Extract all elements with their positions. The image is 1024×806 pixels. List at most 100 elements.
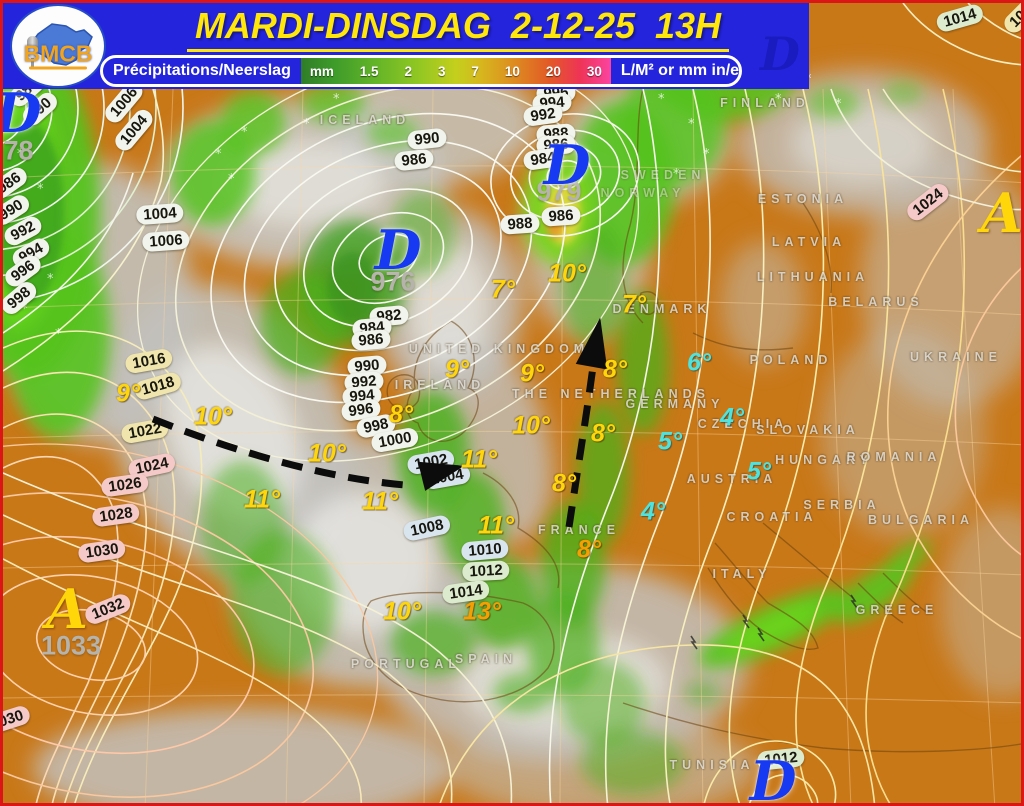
svg-text:*: * — [658, 92, 665, 107]
pressure-system-letter: D — [3, 86, 41, 140]
isobar-label: 1014 — [441, 579, 491, 605]
svg-text:*: * — [21, 302, 28, 317]
temperature-label: 5° — [658, 427, 682, 456]
temperature-label: 13° — [463, 597, 501, 626]
cloud-layer — [3, 63, 1021, 803]
country-label: SPAIN — [454, 652, 518, 666]
isobar-labels-layer: 988 990 1006 1004 986 990 992 994 996 998 1004 1006… — [3, 3, 1021, 803]
country-label: AUSTRIA — [686, 472, 778, 486]
country-label: UKRAINE — [910, 350, 1002, 364]
temperature-label: 10° — [512, 411, 550, 440]
country-label: UNITED KINGDOM — [408, 342, 590, 356]
isobar-label: 986 — [540, 205, 582, 227]
temperature-label: 11° — [478, 511, 514, 540]
legend-scale-label: 20 — [545, 63, 561, 79]
temperature-label: 11° — [461, 445, 497, 474]
svg-text:*: * — [775, 92, 782, 107]
country-label: FINLAND — [720, 96, 810, 110]
temperature-label: 8° — [577, 535, 601, 564]
svg-text:*: * — [47, 272, 54, 287]
legend-label-left: Précipitations/Neerslag — [113, 62, 291, 79]
west-flow-arrow — [151, 415, 406, 489]
pressure-center-value: 979 — [536, 176, 582, 207]
country-label: LITHUANIA — [756, 270, 870, 284]
country-label: GREECE — [855, 603, 939, 617]
isobar-label: 992 — [3, 213, 45, 249]
pressure-system-letter: D — [749, 749, 797, 806]
isobar-label: 994 — [9, 235, 53, 271]
isobar-label: 1008 — [401, 513, 453, 543]
country-label: BULGARIA — [868, 513, 974, 527]
temperature-label: 11° — [244, 485, 280, 514]
isobar-label: 1006 — [141, 229, 191, 253]
page-title: MARDI-DINSDAG 2-12-25 13H — [143, 5, 773, 52]
temperature-label: 10° — [194, 402, 232, 431]
country-label: ICELAND — [319, 113, 411, 127]
isobar-label: 1030 — [3, 703, 33, 737]
precip-layer — [3, 36, 931, 795]
isobar-label: 1004 — [135, 202, 185, 226]
isobar-label: 990 — [3, 191, 33, 229]
country-label: PORTUGAL — [350, 657, 462, 671]
isobar-label: 1024 — [903, 179, 953, 225]
isobar-label: 984 — [522, 146, 564, 172]
temperature-label: 7° — [491, 275, 515, 304]
svg-text:*: * — [241, 125, 248, 140]
isobar-label: 1000 — [370, 426, 420, 454]
isobar-label: 990 — [346, 354, 388, 378]
temperature-label: 10° — [308, 439, 346, 468]
legend-scale: mm 1.5 2 3 7 10 20 30 — [300, 58, 611, 84]
temperature-label: 8° — [552, 469, 576, 498]
isobar-label: 1012 — [756, 747, 806, 771]
flow-arrows — [151, 317, 608, 528]
country-label: SLOVAKIA — [756, 423, 860, 437]
pressure-center-value: 978 — [3, 135, 34, 166]
isobar-label: 1024 — [126, 451, 178, 481]
svg-text:*: * — [673, 167, 680, 182]
system-letters-layer: D D D D A A — [3, 3, 1023, 806]
country-label: BELARUS — [828, 295, 924, 309]
graticule-group — [3, 88, 1021, 803]
isobar-label: 994 — [531, 92, 573, 114]
country-label: LATVIA — [771, 235, 847, 249]
south-flow-arrow — [565, 358, 598, 528]
pressure-system-letter: A — [981, 181, 1023, 245]
temperature-label: 7° — [622, 290, 646, 319]
south-flow-arrowhead — [575, 317, 608, 370]
country-label: THE NETHERLANDS — [512, 387, 710, 401]
legend-scale-label: 2 — [404, 63, 413, 79]
isobar-label: 984 — [351, 316, 393, 340]
temperature-label: 8° — [603, 355, 627, 384]
isobar-label: 988 — [499, 213, 541, 235]
west-flow-arrowhead — [417, 461, 465, 491]
land-base — [3, 3, 1021, 803]
country-label: DENMARK — [612, 302, 712, 316]
country-label: CZECHIA — [697, 417, 789, 431]
isobar-label: 992 — [522, 102, 564, 128]
country-label: ITALY — [712, 567, 772, 581]
country-label: POLAND — [749, 353, 833, 367]
isobar-label: 1004 — [422, 463, 472, 491]
logo-subtitle-strip — [29, 66, 87, 70]
isobar-label: 986 — [350, 328, 392, 352]
isobar-label: 998 — [3, 278, 41, 318]
isobars-group — [3, 3, 1021, 803]
banner-low-letter: D — [760, 27, 800, 81]
isobar-label: 992 — [343, 370, 385, 394]
temperature-label: 10° — [383, 597, 421, 626]
snow-symbols-group: *** *** *** *** *** *** ** — [17, 63, 842, 342]
temperature-label: 4° — [720, 403, 744, 432]
isobar-label: 982 — [368, 304, 410, 328]
legend-scale-label: 1.5 — [359, 63, 379, 79]
country-label: TUNISIA — [669, 758, 755, 772]
country-labels-layer: ICELAND FINLAND SWEDEN NORWAY ESTONIA LATVIA L… — [3, 3, 1021, 803]
isobar-label: 1016 — [1000, 3, 1021, 37]
country-label: ESTONIA — [757, 192, 849, 206]
svg-text:*: * — [703, 147, 710, 162]
isobar-label: 990 — [406, 127, 448, 151]
legend-scale-label: 10 — [504, 63, 520, 79]
temperature-label: 10° — [548, 259, 586, 288]
country-label: IRELAND — [394, 378, 486, 392]
country-label: CROATIA — [726, 510, 818, 524]
